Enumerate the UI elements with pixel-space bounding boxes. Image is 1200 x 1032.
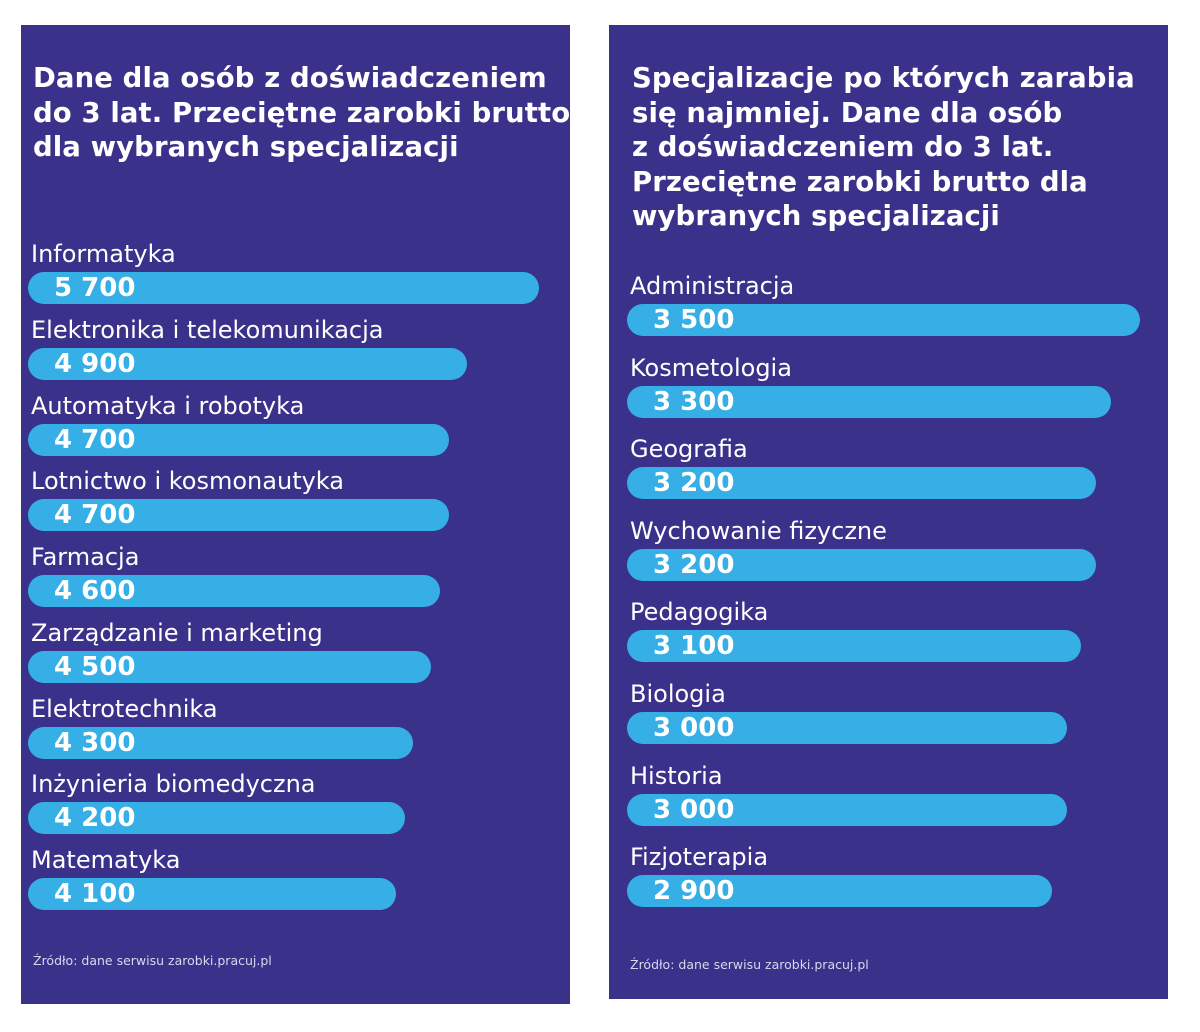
source-note: Źródło: dane serwisu zarobki.pracuj.pl xyxy=(33,953,272,968)
value-label: 4 100 xyxy=(54,879,136,909)
bar xyxy=(28,878,396,910)
category-label: Matematyka xyxy=(31,846,181,874)
source-note: Źródło: dane serwisu zarobki.pracuj.pl xyxy=(630,957,869,972)
bar xyxy=(28,650,432,683)
bar xyxy=(627,712,1067,744)
value-label: 3 000 xyxy=(653,794,735,825)
bar-list: Informatyka 5 700 Elektronika i telekomuni… xyxy=(21,25,570,1004)
category-label: Biologia xyxy=(630,680,726,708)
bar xyxy=(28,272,539,304)
value-label: 2 900 xyxy=(653,876,735,907)
category-label: Fizjoterapia xyxy=(630,843,769,872)
category-label: Historia xyxy=(630,761,723,790)
value-label: 4 600 xyxy=(54,576,136,606)
bar xyxy=(627,793,1067,826)
category-label: Automatyka i robotyka xyxy=(31,391,305,420)
bar xyxy=(627,304,1140,336)
category-label: Zarządzanie i marketing xyxy=(31,618,323,647)
chart-panel-top-earners: Dane dla osób z doświadczeniem do 3 lat.… xyxy=(21,25,570,1004)
bar xyxy=(28,802,405,835)
bar xyxy=(627,630,1082,663)
value-label: 3 100 xyxy=(653,631,735,662)
bar xyxy=(627,467,1097,500)
value-label: 4 300 xyxy=(54,727,136,758)
bar xyxy=(28,347,468,380)
value-label: 3 200 xyxy=(653,468,735,499)
chart-panel-lowest-earners: Specjalizacje po których zarabia się naj… xyxy=(609,25,1168,999)
value-label: 4 200 xyxy=(54,803,136,834)
category-label: Elektrotechnika xyxy=(31,694,218,723)
chart-title: Specjalizacje po których zarabia się naj… xyxy=(632,62,1135,232)
category-label: Informatyka xyxy=(31,240,176,268)
category-label: Pedagogika xyxy=(630,598,769,627)
bar xyxy=(28,499,450,532)
category-label: Inżynieria biomedyczna xyxy=(31,770,316,799)
value-label: 4 700 xyxy=(54,500,136,531)
value-label: 3 200 xyxy=(653,549,735,580)
value-label: 4 700 xyxy=(54,424,136,455)
value-label: 3 000 xyxy=(653,713,735,743)
category-label: Geografia xyxy=(630,435,748,464)
value-label: 5 700 xyxy=(54,273,136,303)
value-label: 4 500 xyxy=(54,651,136,682)
bar xyxy=(627,385,1111,418)
value-label: 3 500 xyxy=(653,305,735,335)
category-label: Elektronika i telekomunikacja xyxy=(31,315,384,344)
category-label: Lotnictwo i kosmonautyka xyxy=(31,467,344,496)
category-label: Wychowanie fizyczne xyxy=(630,516,887,545)
bar xyxy=(627,548,1097,581)
bar xyxy=(28,575,441,607)
category-label: Administracja xyxy=(630,272,795,300)
bar xyxy=(627,875,1053,908)
value-label: 4 900 xyxy=(54,348,136,379)
bar xyxy=(28,423,450,456)
value-label: 3 300 xyxy=(653,386,735,417)
bar-list: Administracja 3 500 Kosmetologia 3 300 Geogr… xyxy=(609,25,1168,999)
category-label: Kosmetologia xyxy=(630,353,792,382)
category-label: Farmacja xyxy=(31,543,140,571)
bar xyxy=(28,726,414,759)
chart-title: Dane dla osób z doświadczeniem do 3 lat.… xyxy=(33,62,570,163)
